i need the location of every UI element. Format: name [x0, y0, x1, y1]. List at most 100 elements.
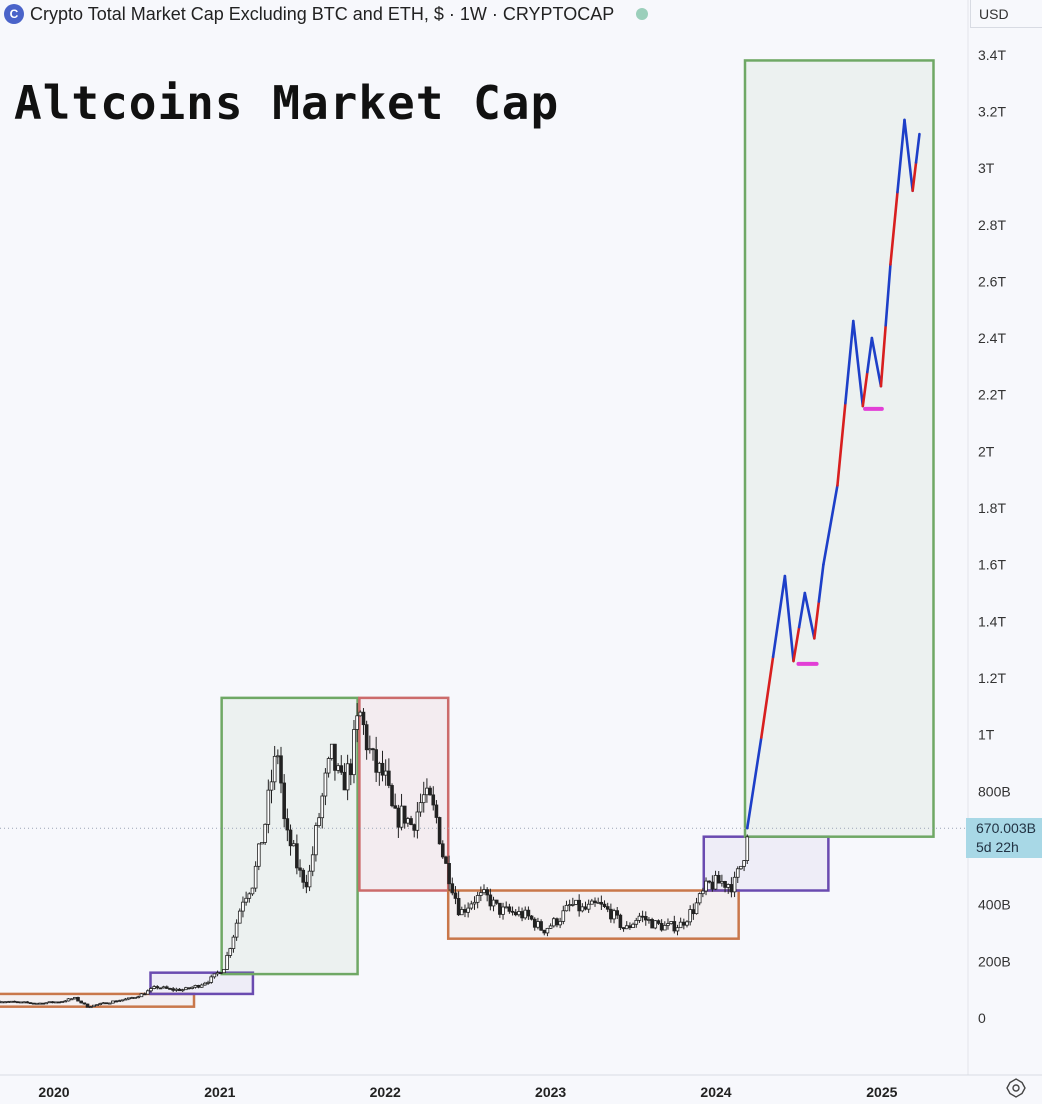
candle-body [425, 787, 429, 796]
candle-body [536, 921, 540, 928]
projection-segment [836, 401, 847, 487]
x-tick-label: 2022 [370, 1084, 401, 1100]
candle-body [165, 986, 169, 989]
candle-body [475, 895, 480, 903]
candle-body [82, 1002, 87, 1005]
candle-body [291, 843, 296, 847]
candle-body [307, 870, 312, 888]
candle-body [336, 765, 340, 771]
symbol-title[interactable]: Crypto Total Market Cap Excluding BTC an… [30, 3, 615, 24]
projection-segment [870, 336, 883, 388]
x-tick-label: 2025 [866, 1084, 897, 1100]
candle-body [583, 906, 588, 910]
candle-body [266, 789, 271, 825]
candle-body [456, 898, 461, 916]
candle-body [374, 749, 378, 773]
candle-body [31, 1002, 36, 1005]
candle-body [517, 911, 521, 916]
candle-body [174, 988, 179, 991]
candle-body [79, 1000, 83, 1004]
candle-body [720, 881, 724, 884]
x-tick-label: 2024 [700, 1084, 731, 1100]
candle-body [707, 880, 712, 883]
projection-segment [911, 161, 918, 193]
candle-body [729, 884, 734, 893]
last-price-value: 670.003B [976, 820, 1036, 836]
candle-body [558, 920, 562, 926]
candle-body [228, 948, 233, 956]
y-tick-label: 1T [978, 727, 995, 743]
candle-body [609, 908, 613, 920]
candle-body [117, 1000, 122, 1003]
candle-body [624, 925, 629, 930]
candle-body [723, 881, 727, 888]
red-zone-box [358, 696, 450, 892]
candle-body [726, 884, 731, 888]
candle-body [710, 881, 715, 890]
candle-body [390, 785, 394, 807]
y-tick-label: 2.4T [978, 330, 1006, 346]
candle-body [548, 925, 553, 929]
candle-body [107, 1002, 112, 1005]
candle-body [716, 874, 721, 884]
candle-body [323, 772, 328, 797]
candle-body [348, 763, 353, 776]
gear-icon[interactable] [1006, 1078, 1026, 1098]
candle-body [732, 876, 737, 893]
orange-zone-box [0, 992, 196, 1008]
candle-body [479, 892, 483, 896]
candle-body [253, 865, 258, 889]
projection-segment [879, 324, 887, 388]
candle-body [168, 988, 172, 990]
y-tick-label: 400B [978, 897, 1011, 913]
candle-body [25, 1001, 30, 1004]
candle-body [339, 765, 344, 773]
candle-body [659, 923, 664, 931]
candle-body [704, 880, 708, 892]
candle-body [352, 729, 356, 776]
projection-segment [914, 132, 921, 164]
candle-body [697, 893, 702, 904]
candle-body [742, 860, 746, 867]
candle-body [155, 986, 160, 989]
candle-body [745, 836, 750, 861]
candle-body [574, 899, 578, 905]
candle-body [396, 807, 401, 828]
candle-body [136, 996, 141, 999]
candle-body [561, 910, 566, 922]
candle-body [666, 923, 670, 926]
candle-body [653, 920, 658, 929]
candle-body [101, 1002, 106, 1005]
candle-body [171, 988, 175, 991]
y-tick-label: 2T [978, 443, 995, 459]
candle-body [342, 771, 347, 791]
candle-body [701, 890, 705, 895]
candle-body [739, 865, 743, 870]
currency-label[interactable]: USD [970, 0, 1042, 28]
candle-body [104, 1002, 109, 1005]
last-price-countdown: 5d 22h [976, 839, 1019, 855]
candle-body [618, 914, 623, 928]
candle-body [57, 1001, 61, 1004]
candle-body [507, 906, 512, 912]
candle-body [161, 986, 166, 989]
candle-body [19, 1001, 23, 1004]
candle-body [529, 915, 534, 920]
candle-body [196, 985, 201, 988]
candle-body [640, 915, 645, 918]
green-zone-box [743, 59, 935, 838]
candle-body [199, 984, 204, 988]
candle-body [111, 1000, 115, 1004]
y-tick-label: 2.6T [978, 273, 1006, 289]
y-tick-label: 1.6T [978, 557, 1006, 573]
y-tick-label: 1.4T [978, 613, 1006, 629]
candle-body [539, 921, 543, 931]
candle-body [567, 904, 572, 907]
candle-body [393, 805, 397, 809]
y-tick-label: 2.2T [978, 387, 1006, 403]
candle-body [241, 901, 245, 912]
candle-body [647, 919, 651, 921]
candle-body [301, 869, 306, 883]
candle-body [234, 922, 239, 938]
